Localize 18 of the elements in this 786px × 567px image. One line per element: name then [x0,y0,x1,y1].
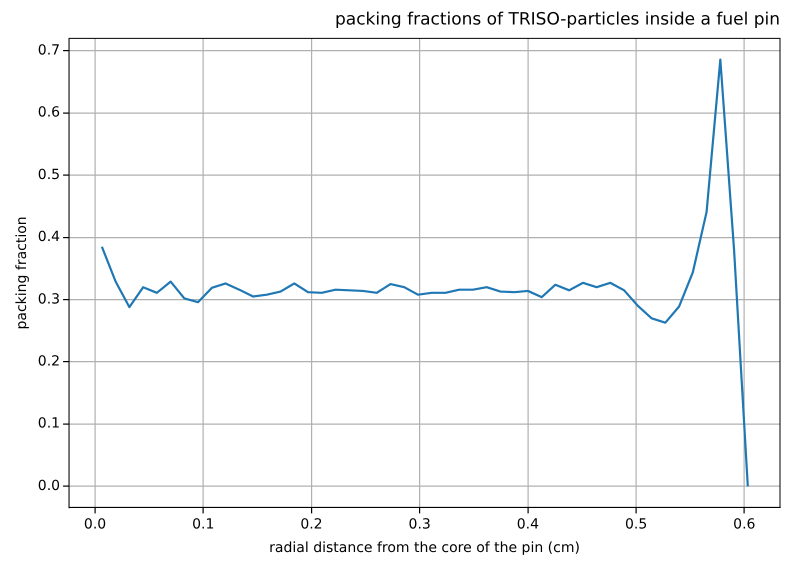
x-axis-title: radial distance from the core of the pin (cm) [269,540,580,556]
y-tick-label: 0.4 [38,229,60,246]
y-tick-label: 0.1 [38,416,60,432]
x-tick-label: 0.6 [733,516,756,532]
x-tick-label: 0.5 [624,516,648,532]
y-axis-title: packing fraction [14,216,30,330]
x-tick-label: 0.4 [516,516,540,532]
y-tick-label: 0.7 [38,42,60,58]
x-tick-label: 0.1 [192,516,214,532]
y-tick-label: 0.3 [38,291,60,308]
x-tick-label: 0.2 [300,516,323,532]
chart-title: packing fractions of TRISO-particles inside a fuel pin [335,10,780,30]
y-tick-label: 0.6 [38,104,60,121]
x-tick-label: 0.0 [84,516,106,532]
y-tick-label: 0.2 [38,353,60,370]
x-tick-label: 0.3 [408,516,431,532]
y-tick-label: 0.0 [38,478,60,494]
y-tick-label: 0.5 [38,166,60,183]
